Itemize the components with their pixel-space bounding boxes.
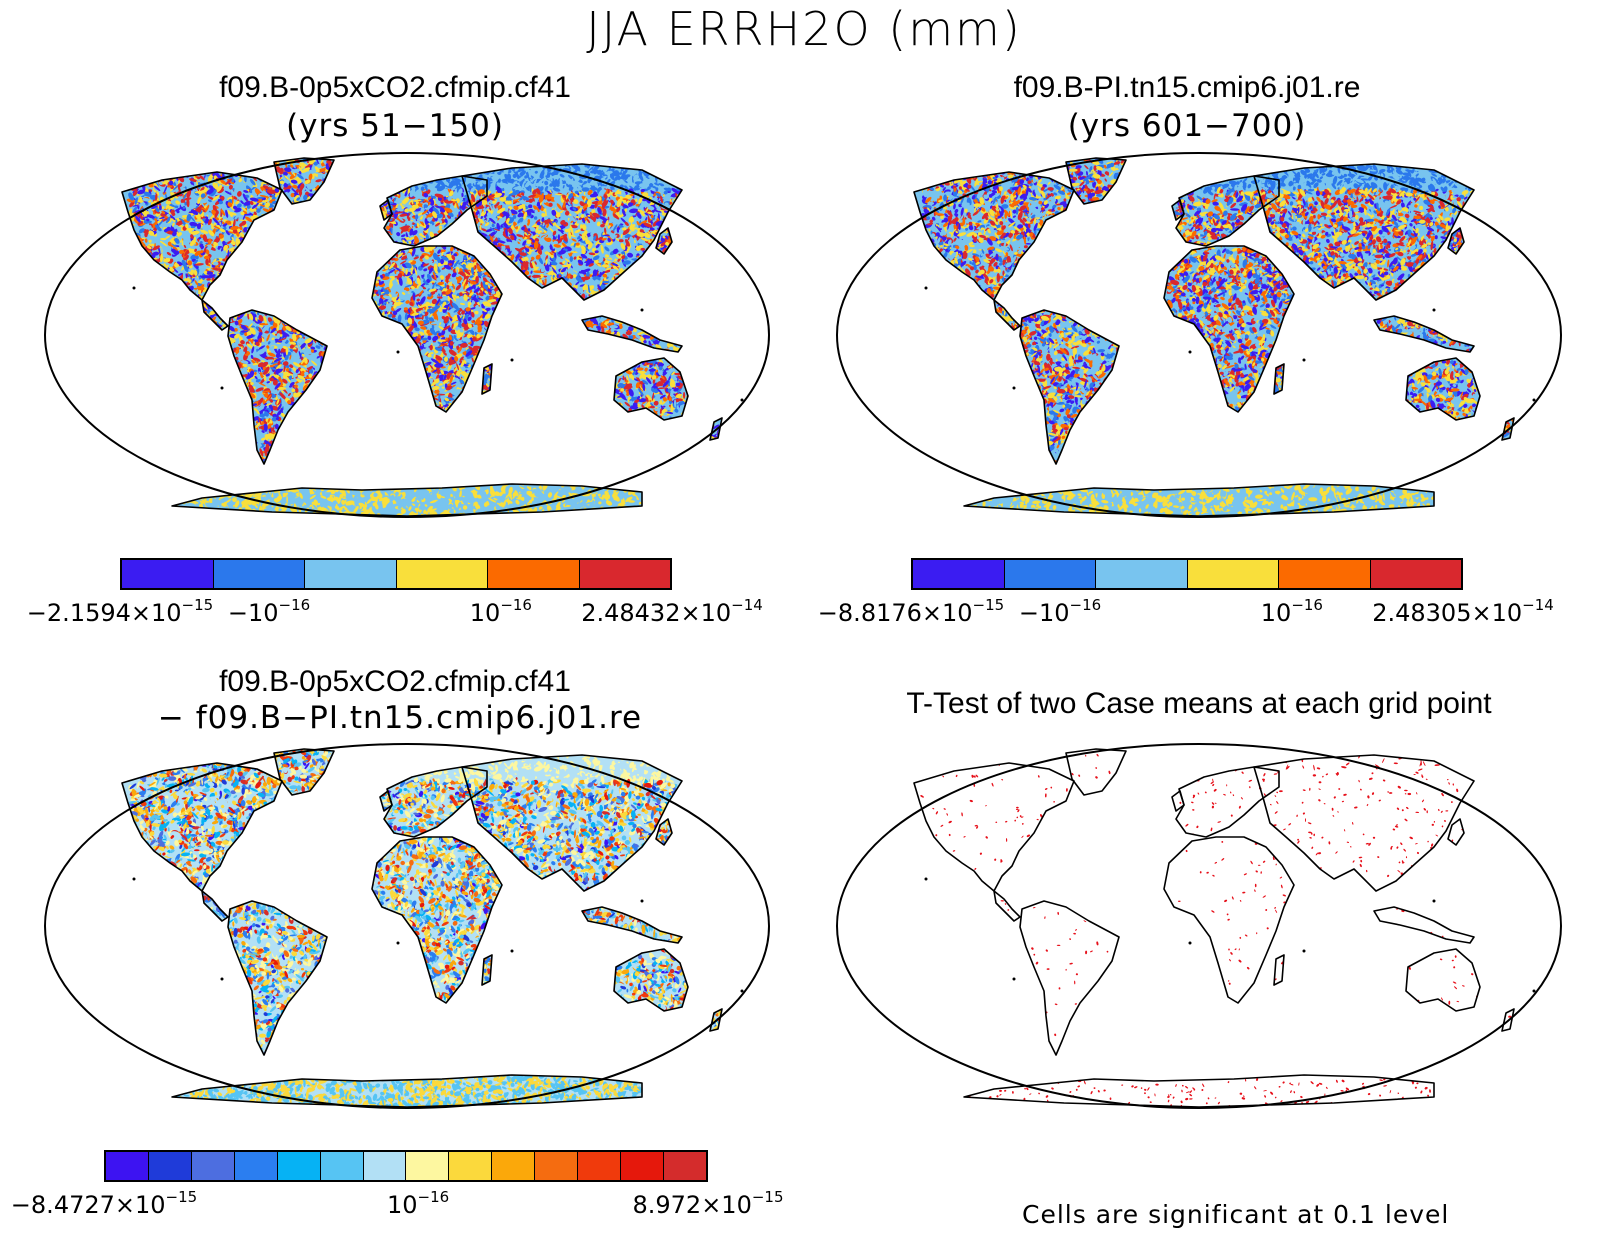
colorbar-swatch (449, 1152, 493, 1180)
colorbar-swatch (535, 1152, 579, 1180)
panel-3-title: f09.B-0p5xCO2.cfmip.cf41 (120, 664, 670, 700)
colorbar-swatch (913, 560, 1005, 588)
colorbar-swatch (579, 560, 670, 588)
colorbar-tick-label: −8.8176×10−15 (818, 596, 1004, 627)
colorbar-swatch (213, 560, 305, 588)
panel-1-subtitle: (yrs 51−150) (120, 108, 670, 144)
colorbar-tick-label: −8.4727×10−15 (11, 1188, 197, 1219)
panel-4-map (836, 743, 1562, 1109)
colorbar-tick-label: 10−16 (387, 1188, 449, 1219)
panel-2-subtitle: (yrs 601−700) (912, 108, 1462, 144)
colorbar-swatch (488, 560, 580, 588)
panel-1-colorbar (120, 558, 672, 590)
colorbar-swatch (1187, 560, 1279, 588)
colorbar-tick-label: 2.48305×10−14 (1372, 596, 1554, 627)
panel-1-title: f09.B-0p5xCO2.cfmip.cf41 (120, 70, 670, 106)
colorbar-swatch (277, 1152, 321, 1180)
colorbar-swatch (1370, 560, 1461, 588)
panel-2-map (836, 152, 1562, 518)
colorbar-swatch (578, 1152, 622, 1180)
significance-note: Cells are significant at 0.1 level (1022, 1200, 1449, 1229)
colorbar-swatch (148, 1152, 192, 1180)
panel-3-colorbar (104, 1150, 708, 1182)
colorbar-tick-label: 10−16 (1261, 596, 1323, 627)
colorbar-tick-label: −10−16 (228, 596, 310, 627)
colorbar-swatch (396, 560, 488, 588)
panel-3-map (44, 743, 770, 1109)
panel-1-map (44, 152, 770, 518)
colorbar-tick-label: 8.972×10−15 (632, 1188, 783, 1219)
figure-title: JJA ERRH2O (mm) (0, 2, 1608, 56)
panel-4-title: T-Test of two Case means at each grid po… (834, 686, 1564, 722)
colorbar-swatch (1096, 560, 1188, 588)
colorbar-swatch (234, 1152, 278, 1180)
panel-2-title: f09.B-PI.tn15.cmip6.j01.re (912, 70, 1462, 106)
colorbar-tick-label: −2.1594×10−15 (27, 596, 213, 627)
colorbar-swatch (406, 1152, 450, 1180)
colorbar-swatch (363, 1152, 407, 1180)
colorbar-swatch (122, 560, 214, 588)
colorbar-tick-label: 10−16 (470, 596, 532, 627)
colorbar-swatch (320, 1152, 364, 1180)
colorbar-tick-label: 2.48432×10−14 (581, 596, 763, 627)
colorbar-swatch (106, 1152, 149, 1180)
colorbar-tick-label: −10−16 (1019, 596, 1101, 627)
colorbar-swatch (191, 1152, 235, 1180)
colorbar-swatch (1279, 560, 1371, 588)
panel-2-colorbar (911, 558, 1463, 590)
panel-3-subtitle: − f09.B−PI.tn15.cmip6.j01.re (80, 700, 720, 736)
colorbar-swatch (1004, 560, 1096, 588)
colorbar-swatch (621, 1152, 664, 1180)
colorbar-swatch (305, 560, 397, 588)
colorbar-swatch (492, 1152, 536, 1180)
colorbar-swatch (663, 1152, 706, 1180)
